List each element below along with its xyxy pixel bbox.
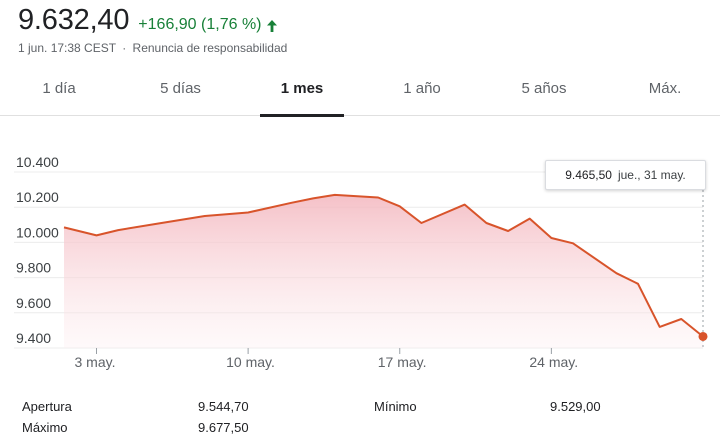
tab-label: 5 días (160, 79, 201, 97)
y-axis-labels: 10.400 10.200 10.000 9.800 9.600 9.400 (16, 154, 59, 346)
area-fill (64, 194, 703, 348)
quote-subline: 1 jun. 17:38 CEST · Renuncia de responsa… (18, 41, 287, 55)
x-axis-labels: 3 may. 10 may. 17 may. 24 may. (74, 348, 578, 370)
price-change-text: +166,90 (1,76 %) (138, 16, 262, 33)
arrow-up-icon (266, 19, 278, 33)
y-tick-label: 10.000 (16, 224, 59, 240)
disclaimer-link[interactable]: Renuncia de responsabilidad (132, 41, 288, 55)
price-header: 9.632,40 +166,90 (1,76 %) (18, 4, 278, 37)
open-label: Apertura (22, 399, 72, 414)
high-value: 9.677,50 (198, 420, 249, 435)
price-chart[interactable]: 10.400 10.200 10.000 9.800 9.600 9.400 3 may.… (0, 150, 720, 382)
tab-1-dia[interactable]: 1 día (0, 60, 118, 116)
tooltip-date: jue., 31 may. (617, 168, 686, 182)
tab-1-mes[interactable]: 1 mes (260, 60, 344, 117)
hover-tooltip: 9.465,50 jue., 31 may. (545, 160, 706, 190)
tab-label: 1 mes (280, 79, 324, 97)
low-value: 9.529,00 (550, 399, 601, 414)
y-tick-label: 10.200 (16, 189, 59, 205)
y-tick-label: 9.800 (16, 260, 51, 276)
separator: · (122, 41, 127, 55)
tab-label: 1 año (403, 79, 441, 97)
open-value: 9.544,70 (198, 399, 249, 414)
x-tick-label: 3 may. (74, 354, 115, 370)
quote-timestamp: 1 jun. 17:38 CEST (18, 41, 116, 55)
stats-table: Apertura 9.544,70 Mínimo 9.529,00 Máximo… (0, 396, 720, 444)
series-line (63, 193, 704, 338)
tab-5-dias[interactable]: 5 días (118, 60, 243, 116)
tab-max[interactable]: Máx. (612, 60, 718, 116)
current-price: 9.632,40 (18, 4, 130, 36)
price-change: +166,90 (1,76 %) (138, 16, 277, 34)
x-tick-label: 24 may. (529, 354, 578, 370)
tab-label: 1 día (42, 79, 76, 97)
tab-5-anos[interactable]: 5 años (480, 60, 608, 116)
high-label: Máximo (22, 420, 68, 435)
y-tick-label: 10.400 (16, 154, 59, 170)
y-tick-label: 9.600 (16, 295, 51, 311)
y-tick-label: 9.400 (16, 330, 51, 346)
tab-label: Máx. (648, 79, 682, 97)
tab-label: 5 años (521, 79, 567, 97)
low-label: Mínimo (374, 399, 417, 414)
x-tick-label: 17 may. (378, 354, 427, 370)
x-tick-label: 10 may. (226, 354, 275, 370)
tooltip-value: 9.465,50 (565, 168, 612, 182)
range-tabs: 1 día 5 días 1 mes 1 año 5 años Máx. (0, 60, 720, 117)
tab-1-ano[interactable]: 1 año (358, 60, 486, 116)
last-point-marker (698, 331, 708, 341)
